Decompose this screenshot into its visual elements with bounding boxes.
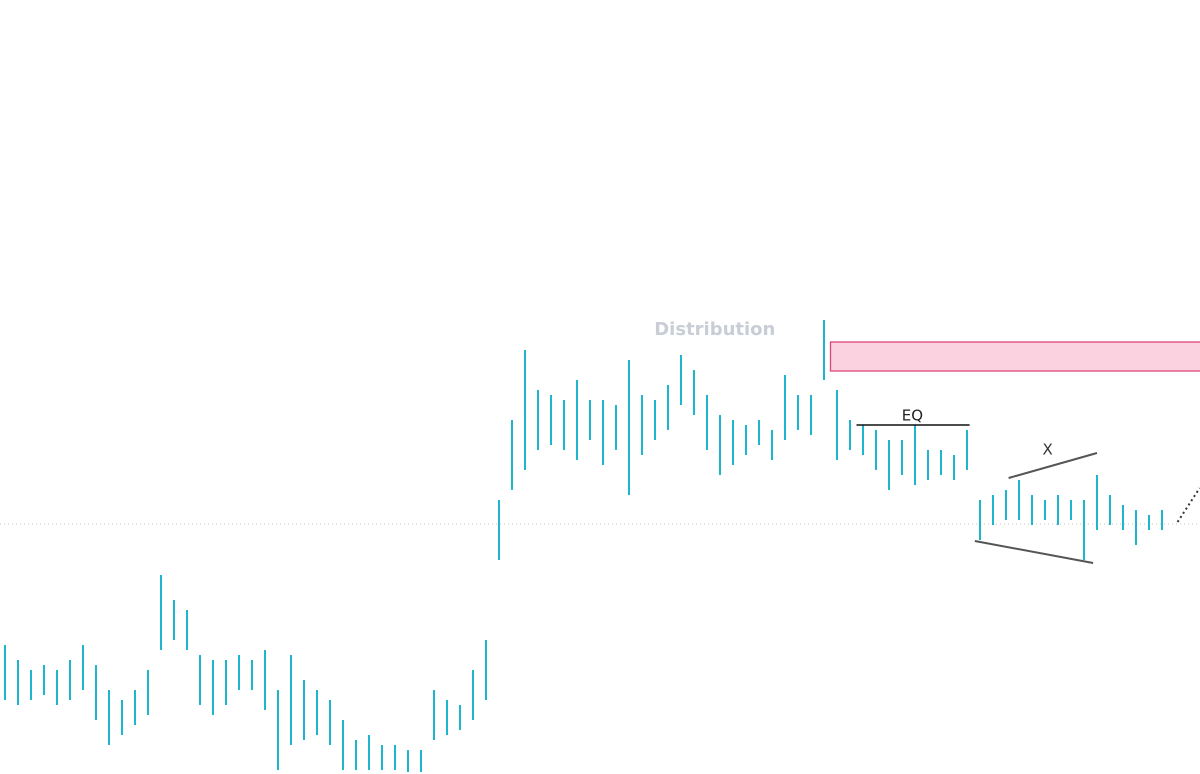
wedge-label: X [1042, 441, 1052, 459]
supply-zone [829, 341, 1200, 372]
wedge-lower [974, 540, 1094, 564]
distribution-label: Distribution [654, 319, 775, 340]
eq-label: EQ [902, 407, 923, 425]
projection-line [1176, 487, 1200, 523]
wedge-upper [1008, 452, 1098, 479]
